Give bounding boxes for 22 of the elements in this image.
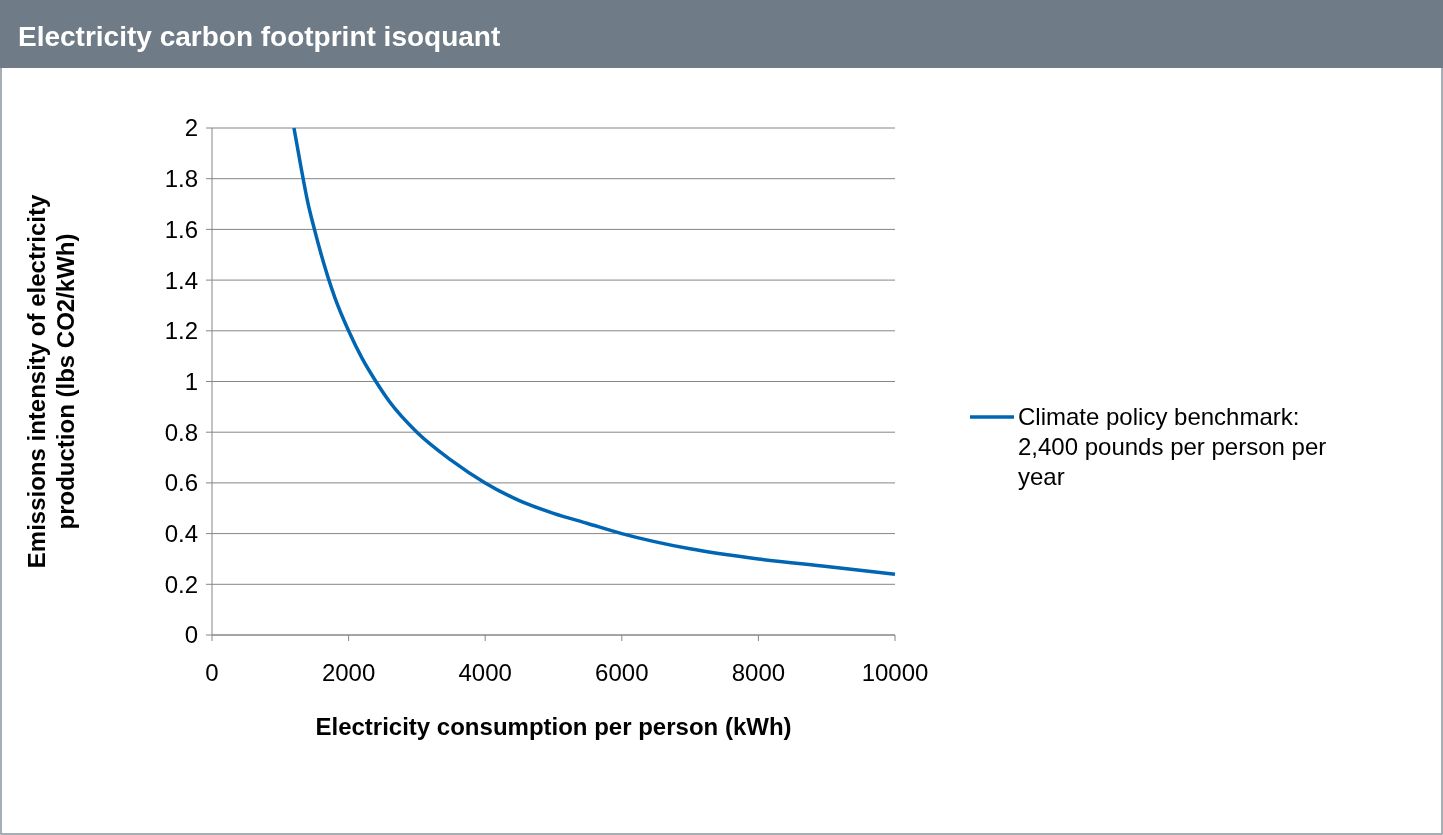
x-tick-label: 0 — [205, 659, 219, 686]
y-tick-label: 0.4 — [164, 520, 198, 547]
x-tick-label: 4000 — [458, 659, 512, 686]
y-axis-title: Emissions intensity of electricity production (lbs CO2/kWh) — [23, 194, 79, 569]
y-tick-label: 0 — [184, 621, 198, 649]
y-tick-label: 2 — [184, 114, 198, 142]
y-tick-label: 1.2 — [164, 317, 198, 345]
chart-title: Electricity carbon footprint isoquant — [18, 21, 501, 52]
y-tick-label: 1.4 — [164, 266, 198, 294]
x-tick-label: 2000 — [321, 659, 376, 686]
x-tick-label: 10000 — [861, 659, 929, 686]
y-tick-label: 1.8 — [164, 165, 198, 193]
y-tick-label: 1 — [184, 367, 198, 395]
x-tick-label: 6000 — [595, 659, 649, 686]
y-tick-label: 1.6 — [164, 215, 198, 243]
x-tick-label: 8000 — [731, 659, 786, 686]
legend-label: Climate policy benchmark: 2,400 pounds per person per year — [1018, 403, 1327, 491]
y-tick-label: 0.6 — [164, 469, 198, 497]
line-series — [292, 126, 897, 576]
x-axis-title: Electricity consumption per person (kWh) — [315, 713, 792, 740]
y-tick-label: 0.8 — [164, 418, 198, 446]
y-tick-label: 0.2 — [164, 570, 198, 598]
